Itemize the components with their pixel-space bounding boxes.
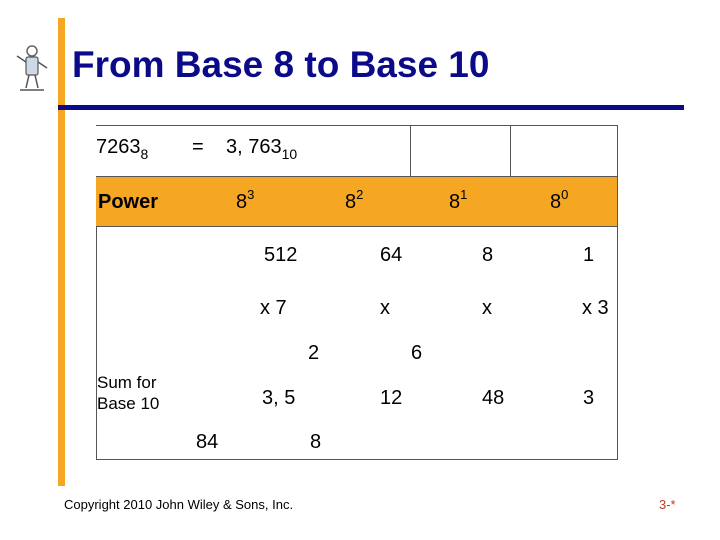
sum-value-3: 3: [583, 387, 595, 409]
base8-number: 72638: [96, 136, 149, 162]
power-8-3: 83: [236, 187, 255, 213]
copyright-text: Copyright 2010 John Wiley & Sons, Inc.: [64, 497, 294, 512]
sum-value-128: 12: [380, 387, 403, 409]
place-value-8: 8: [482, 244, 494, 266]
page-number: 3-*: [659, 497, 676, 512]
sum-value-48: 48: [482, 387, 505, 409]
base10-number: 3, 76310: [226, 136, 298, 162]
sum-value-3584: 3, 5: [262, 387, 296, 409]
power-8-1: 81: [449, 187, 468, 213]
power-8-0: 80: [550, 187, 569, 213]
multiplier-digit-6: 6: [411, 342, 423, 364]
mascot-logo-icon: [16, 45, 48, 91]
accent-vertical-bar: [58, 18, 65, 486]
power-label: Power: [98, 191, 159, 213]
place-value-512: 512: [264, 244, 298, 266]
sum-digits-84: 84: [196, 431, 219, 453]
multiply-3: x 3: [582, 297, 609, 319]
slide-title: From Base 8 to Base 10: [72, 44, 490, 85]
place-value-64: 64: [380, 244, 403, 266]
multiplier-digit-2: 2: [308, 342, 320, 364]
equals-sign: =: [192, 136, 204, 158]
power-8-2: 82: [345, 187, 364, 213]
multiply-2: x: [380, 297, 390, 319]
multiply-6: x: [482, 297, 492, 319]
title-underline: [58, 105, 684, 110]
multiply-7: x 7: [260, 297, 287, 319]
power-row-background: [96, 176, 618, 226]
sum-digit-8: 8: [310, 431, 322, 453]
place-value-1: 1: [583, 244, 595, 266]
sum-label: Sum for Base 10: [97, 373, 160, 413]
